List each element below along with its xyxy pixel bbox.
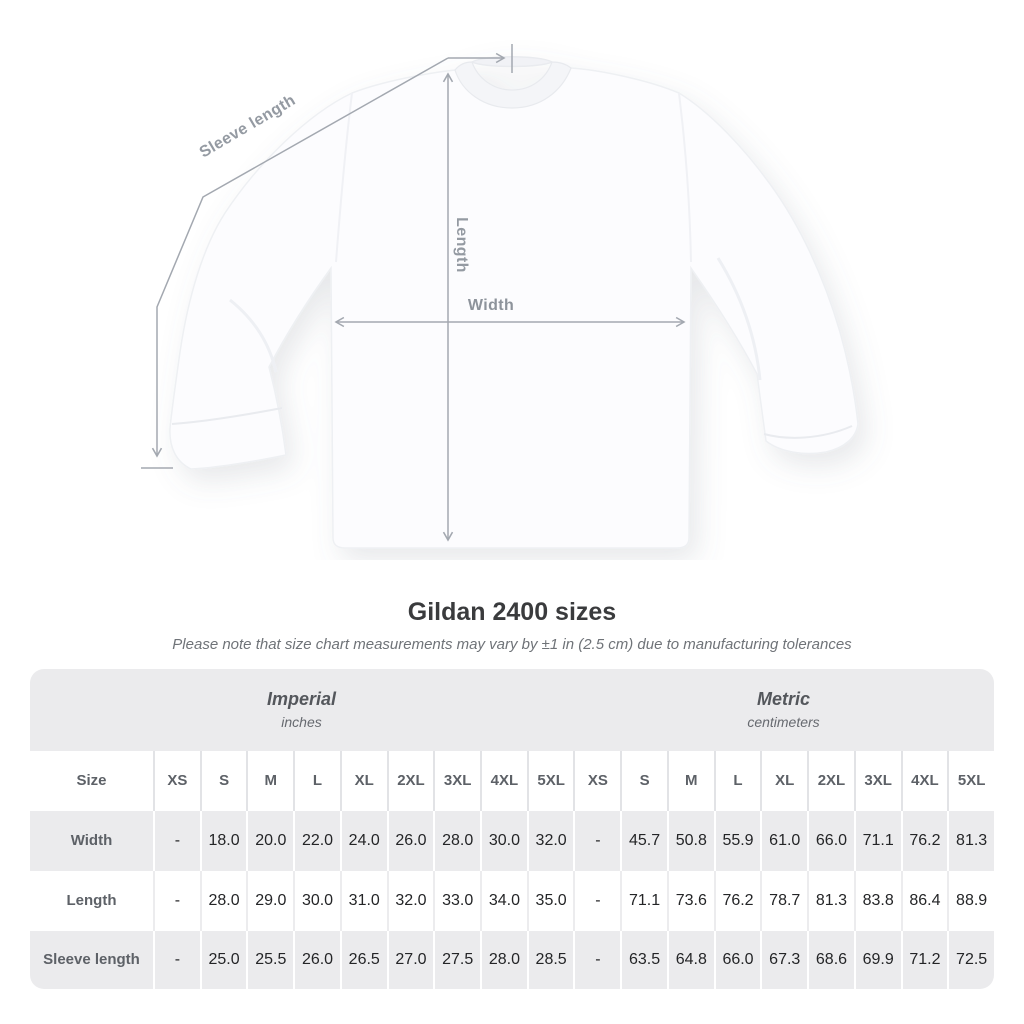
table-cell: 32.0	[526, 810, 574, 871]
size-header-cell: XS	[573, 750, 620, 811]
size-header-cell: XL	[339, 750, 387, 811]
table-cell: 30.0	[293, 870, 340, 931]
table-cell: -	[573, 810, 620, 871]
table-cell: 30.0	[480, 810, 527, 871]
table-cell: 22.0	[293, 810, 340, 871]
table-cell: 32.0	[386, 870, 434, 931]
imperial-heading: Imperial	[266, 689, 337, 710]
table-cell: 86.4	[900, 870, 948, 931]
table-cell: 88.9	[947, 870, 994, 931]
imperial-unit: inches	[281, 714, 322, 731]
metric-unit: centimeters	[747, 714, 820, 731]
table-cell: 66.0	[807, 810, 854, 871]
size-header-cell: L	[713, 750, 761, 811]
size-header-cell: 4XL	[900, 750, 948, 811]
table-cell: -	[573, 930, 620, 989]
table-cell: 29.0	[246, 870, 293, 931]
table-cell: 69.9	[853, 930, 901, 989]
shirt-measurement-diagram: Sleeve length Length Width	[141, 44, 859, 549]
table-cell: 83.8	[853, 870, 901, 931]
table-cell: 28.5	[526, 930, 574, 989]
table-cell: -	[573, 870, 620, 931]
table-cell: 71.2	[900, 930, 948, 989]
sleeve-length-row: Sleeve length - 25.0 25.5 26.0 26.5 27.0…	[30, 930, 994, 989]
size-chart-table: Imperial inches Metric centimeters Size …	[30, 668, 994, 989]
shirt-illustration	[169, 56, 859, 549]
size-header-cell: XL	[760, 750, 807, 811]
size-header-cell: 3XL	[433, 750, 480, 811]
table-cell: 78.7	[760, 870, 807, 931]
size-header-cell: 3XL	[853, 750, 901, 811]
table-cell: 61.0	[760, 810, 807, 871]
table-cell: 25.0	[199, 930, 247, 989]
table-cell: 68.6	[807, 930, 854, 989]
table-cell: 81.3	[947, 810, 994, 871]
title-section: Gildan 2400 sizes Please note that size …	[0, 598, 1024, 653]
table-cell: 27.0	[386, 930, 434, 989]
table-cell: 63.5	[620, 930, 667, 989]
size-header-cell: S	[620, 750, 667, 811]
table-cell: 76.2	[713, 870, 761, 931]
table-cell: 26.5	[339, 930, 387, 989]
width-row: Width - 18.0 20.0 22.0 24.0 26.0 28.0 30…	[30, 810, 994, 871]
shirt-illustration-svg	[141, 44, 859, 549]
table-cell: 24.0	[339, 810, 387, 871]
size-header-cell: M	[246, 750, 293, 811]
tolerance-note: Please note that size chart measurements…	[172, 635, 852, 653]
size-header-cell: M	[666, 750, 714, 811]
table-cell: 71.1	[853, 810, 901, 871]
table-cell: 64.8	[666, 930, 714, 989]
metric-heading: Metric	[756, 689, 810, 710]
table-cell: 28.0	[480, 930, 527, 989]
size-header-cell: S	[199, 750, 247, 811]
size-header-cell: 5XL	[947, 750, 994, 811]
size-header-cell: 5XL	[526, 750, 574, 811]
size-header-cell: L	[293, 750, 340, 811]
table-cell: 72.5	[947, 930, 994, 989]
size-header-cell: 4XL	[480, 750, 527, 811]
unit-group-imperial: Imperial inches	[30, 669, 573, 751]
row-label: Width	[70, 832, 113, 850]
table-cell: 76.2	[900, 810, 948, 871]
size-header-cell: XS	[153, 750, 200, 811]
table-cell: 45.7	[620, 810, 667, 871]
row-label: Sleeve length	[43, 951, 140, 969]
size-header-row: Size XS S M L XL 2XL 3XL 4XL 5XL XS S M …	[30, 750, 994, 811]
table-cell: 28.0	[433, 810, 480, 871]
table-cell: 26.0	[293, 930, 340, 989]
measurement-arrows	[141, 44, 686, 542]
table-cell: 50.8	[666, 810, 714, 871]
table-cell: 73.6	[666, 870, 714, 931]
table-cell: -	[153, 810, 200, 871]
row-label: Length	[66, 892, 117, 910]
table-cell: 31.0	[339, 870, 387, 931]
length-row: Length - 28.0 29.0 30.0 31.0 32.0 33.0 3…	[30, 870, 994, 931]
table-cell: 25.5	[246, 930, 293, 989]
size-row-label: Size	[76, 772, 107, 790]
table-cell: 55.9	[713, 810, 761, 871]
table-cell: -	[153, 870, 200, 931]
table-cell: 67.3	[760, 930, 807, 989]
size-header-cell: 2XL	[807, 750, 854, 811]
table-cell: 28.0	[199, 870, 247, 931]
table-cell: 34.0	[480, 870, 527, 931]
unit-group-metric: Metric centimeters	[573, 669, 994, 751]
page-title: Gildan 2400 sizes	[407, 598, 617, 626]
table-cell: 20.0	[246, 810, 293, 871]
table-cell: -	[153, 930, 200, 989]
table-cell: 81.3	[807, 870, 854, 931]
table-cell: 26.0	[386, 810, 434, 871]
table-cell: 71.1	[620, 870, 667, 931]
table-cell: 33.0	[433, 870, 480, 931]
size-header-cell: 2XL	[386, 750, 434, 811]
table-cell: 18.0	[199, 810, 247, 871]
table-cell: 27.5	[433, 930, 480, 989]
table-cell: 66.0	[713, 930, 761, 989]
table-cell: 35.0	[526, 870, 574, 931]
unit-header-band: Imperial inches Metric centimeters	[30, 668, 994, 751]
